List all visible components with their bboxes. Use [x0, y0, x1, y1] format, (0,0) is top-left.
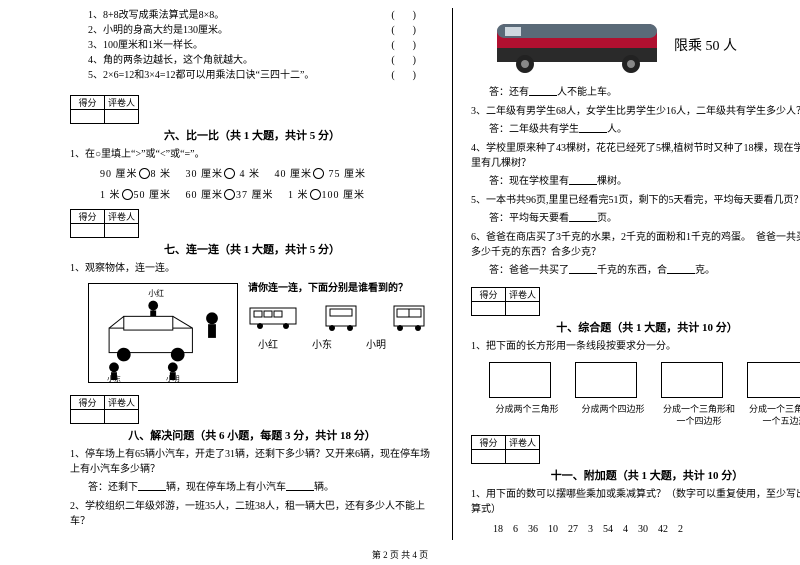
circle-icon [224, 189, 235, 200]
section-11-header: 得分评卷人 [471, 435, 800, 464]
rect-lbl-2: 分成两个四边形 [575, 404, 651, 427]
score-label: 得分 [71, 96, 105, 110]
sec8-q2: 2、学校组织二年级郊游，一班35人，二班38人，租一辆大巴，还有多少人不能上车？ [70, 499, 434, 529]
compare-line-2: 1 米50 厘米 60 厘米37 厘米 1 米100 厘米 [100, 186, 434, 201]
score-table: 得分评卷人 [70, 95, 139, 124]
bus-capacity-label: 限乘 50 人 [674, 35, 737, 55]
van-side-icon [248, 302, 298, 332]
page-footer: 第 2 页 共 4 页 [0, 548, 800, 561]
stmt-2: 2、小明的身高大约是130厘米。 [88, 23, 228, 38]
q5: 5、一本书共96页,里里已经看完51页，剩下的5天看完，平均每天要看几页？ [471, 193, 800, 208]
stmt-3: 3、100厘米和1米一样长。 [88, 38, 203, 53]
score-table: 得分评卷人 [471, 287, 540, 316]
compare-line-1: 90 厘米8 米 30 厘米 4 米 40 厘米 75 厘米 [100, 165, 434, 180]
circle-icon [139, 168, 150, 179]
stmt-1: 1、8+8改写成乘法算式是8×8。 [88, 8, 224, 23]
blank [667, 263, 695, 274]
paren: () [374, 8, 434, 23]
blank [138, 480, 166, 491]
van-options: 请你连一连，下面分别是谁看到的？ 小红 小东 小明 [248, 279, 434, 351]
rect-3 [661, 362, 723, 398]
score-table: 得分评卷人 [471, 435, 540, 464]
svg-text:小东: 小东 [107, 374, 121, 382]
rect-labels: 分成两个三角形 分成两个四边形 分成一个三角形和一个四边形 分成一个三角形和一个… [489, 404, 800, 427]
blank [569, 174, 597, 185]
a2: 答：还有人不能上车。 [489, 85, 800, 101]
blank [569, 263, 597, 274]
section-8-title: 八、解决问题（共 6 小题，每题 3 分，共计 18 分） [70, 427, 434, 443]
a6: 答：爸爸一共买了千克的东西，合克。 [489, 263, 800, 279]
name-1: 小红 [258, 336, 278, 351]
sec11-numbers: 18 6 36 10 27 3 54 4 30 42 2 [493, 520, 800, 535]
grader-cell [105, 110, 139, 124]
stmt-4: 4、角的两条边越长，这个角就越大。 [88, 53, 253, 68]
section-7-title: 七、连一连（共 1 大题，共计 5 分） [70, 241, 434, 257]
sec7-intro: 1、观察物体，连一连。 [70, 261, 434, 276]
observation-image: 小红 小东 小明 [88, 283, 238, 383]
grader-label: 评卷人 [105, 96, 139, 110]
blank [579, 122, 607, 133]
rect-4 [747, 362, 800, 398]
paren: () [374, 53, 434, 68]
section-6-title: 六、比一比（共 1 大题，共计 5 分） [70, 127, 434, 143]
q6: 6、爸爸在商店买了3千克的水果，2千克的面粉和1千克的鸡蛋。 爸爸一共买了多少千… [471, 230, 800, 260]
a3: 答：二年级共有学生人。 [489, 122, 800, 138]
sec10-intro: 1、把下面的长方形用一条线段按要求分一分。 [471, 339, 800, 354]
blank [569, 211, 597, 222]
section-7-header: 得分评卷人 [70, 209, 434, 238]
svg-text:小明: 小明 [166, 374, 180, 382]
paren: () [374, 68, 434, 83]
van-front-icon [384, 302, 434, 332]
name-3: 小明 [366, 336, 386, 351]
circle-icon [122, 189, 133, 200]
sec7-prompt: 请你连一连，下面分别是谁看到的？ [248, 279, 434, 294]
kid-top-label: 小红 [148, 288, 164, 298]
a5: 答：平均每天要看页。 [489, 211, 800, 227]
score-table: 得分评卷人 [70, 209, 139, 238]
circle-icon [310, 189, 321, 200]
a4: 答：现在学校里有棵树。 [489, 174, 800, 190]
section-10-header: 得分评卷人 [471, 287, 800, 316]
circle-icon [224, 168, 235, 179]
rect-lbl-4: 分成一个三角形和一个五边形 [747, 404, 800, 427]
q3: 3、二年级有男学生68人，女学生比男学生少16人，二年级共有学生多少人？ [471, 104, 800, 119]
sec11-intro: 1、用下面的数可以摆哪些乘加或乘减算式？（数字可以重复使用，至少写出4个算式） [471, 487, 800, 517]
section-6-header: 得分评卷人 [70, 95, 434, 124]
blank [286, 480, 314, 491]
section-8-header: 得分评卷人 [70, 395, 434, 424]
section-10-title: 十、综合题（共 1 大题，共计 10 分） [471, 319, 800, 335]
stmt-5: 5、2×6=12和3×4=12都可以用乘法口诀“三四十二”。 [88, 68, 314, 83]
rect-row [489, 362, 800, 398]
paren: () [374, 23, 434, 38]
bus-figure: 限乘 50 人 [491, 12, 800, 77]
sec8-q1: 1、停车场上有65辆小汽车，开走了31辆，还剩下多少辆？又开来6辆，现在停车场上… [70, 447, 434, 477]
circle-icon [313, 168, 324, 179]
van-rear-icon [316, 302, 366, 332]
name-2: 小东 [312, 336, 332, 351]
rect-1 [489, 362, 551, 398]
section-11-title: 十一、附加题（共 1 大题，共计 10 分） [471, 467, 800, 483]
sec6-intro: 1、在○里填上“>”或“<”或“=”。 [70, 147, 434, 162]
rect-2 [575, 362, 637, 398]
paren: () [374, 38, 434, 53]
rect-lbl-1: 分成两个三角形 [489, 404, 565, 427]
score-cell [71, 110, 105, 124]
bus-icon [491, 12, 666, 77]
rect-lbl-3: 分成一个三角形和一个四边形 [661, 404, 737, 427]
score-table: 得分评卷人 [70, 395, 139, 424]
judgment-statements: 1、8+8改写成乘法算式是8×8。 () 2、小明的身高大约是130厘米。 () 3… [88, 8, 434, 83]
blank [529, 85, 557, 96]
sec8-a1: 答：还剩下辆，现在停车场上有小汽车辆。 [88, 480, 434, 496]
q4: 4、学校里原来种了43棵树，花花已经死了5棵,植树节时又种了18棵，现在学校里有… [471, 141, 800, 171]
